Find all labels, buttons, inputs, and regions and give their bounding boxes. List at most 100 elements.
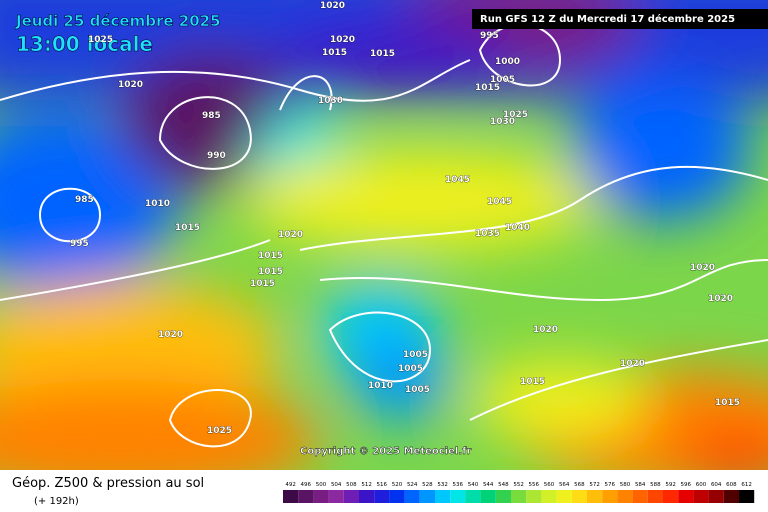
scale-label: 612 [741,482,752,488]
scale-label: 572 [589,482,600,488]
scale-label: 548 [498,482,509,488]
scale-label: 588 [650,482,661,488]
isobar-label: 1020 [690,263,715,273]
isobar-label: 1015 [370,49,395,59]
scale-swatch [541,490,557,503]
scale-label: 524 [407,482,418,488]
isobar-label: 1020 [620,359,645,369]
scale-swatch [374,490,390,503]
scale-label: 576 [605,482,616,488]
scale-swatch [283,490,299,503]
run-title: Run GFS 12 Z du Mercredi 17 décembre 202… [480,13,735,25]
isobar-label: 1015 [258,267,283,277]
scale-swatch [343,490,359,503]
scale-label: 596 [681,482,692,488]
isobar-label: 990 [207,151,226,161]
isobar-label: 1010 [368,381,393,391]
scale-swatch [465,490,481,503]
scale-label: 500 [316,482,327,488]
isobar-label: 1020 [278,230,303,240]
isobar-label: 1005 [490,75,515,85]
scale-label: 600 [696,482,707,488]
scale-swatch [739,490,755,503]
footer-lead: (+ 192h) [34,496,79,507]
scale-label: 516 [377,482,388,488]
isobar-label: 1020 [330,35,355,45]
isobar-label: 1020 [158,330,183,340]
isobar-label: 1030 [490,117,515,127]
scale-swatch [480,490,496,503]
scale-label: 540 [468,482,479,488]
date: Jeudi 25 décembre 2025 [15,12,221,30]
field [0,0,768,470]
scale-label: 552 [513,482,524,488]
scale-swatch [602,490,618,503]
isobar-label: 1015 [258,251,283,261]
isobar-label: 1015 [475,83,500,93]
scale-swatch [647,490,663,503]
isobar-label: 1035 [475,229,500,239]
footer-title: Géop. Z500 & pression au sol [12,476,204,491]
isobar-label: 1020 [533,325,558,335]
scale-swatch [435,490,451,503]
isobar-labels: 1020 1025 1020 1020 1015 1015 985 990 985 1010 101… [70,1,741,437]
isobar-label: 1005 [405,385,430,395]
scale-swatch [526,490,542,503]
isobar-label: 1005 [398,364,423,374]
scale-swatch [663,490,679,503]
scale-label: 580 [620,482,631,488]
scale-swatch [693,490,709,503]
scale-swatch [359,490,375,503]
isobar-label: 1020 [118,80,143,90]
scale-swatch [404,490,420,503]
scale-swatch [450,490,466,503]
scale-label: 560 [544,482,555,488]
scale-swatch [617,490,633,503]
isobar-label: 1045 [445,175,470,185]
scale-label: 528 [422,482,433,488]
scale-swatch [708,490,724,503]
scale-label: 492 [285,482,296,488]
scale-swatch [723,490,739,503]
scale-label: 496 [301,482,312,488]
copyright: Copyright © 2025 Meteociel.fr [300,446,471,457]
isobar-label: 995 [70,239,89,249]
scale-label: 520 [392,482,403,488]
scale-label: 532 [437,482,448,488]
isobar-label: 1045 [487,197,512,207]
isobar-label: 1015 [520,377,545,387]
scale-swatch [632,490,648,503]
scale-swatch [298,490,314,503]
isobar-label: 1015 [250,279,275,289]
isobar-label: 1015 [715,398,740,408]
scale-label: 608 [726,482,737,488]
scale-label: 508 [346,482,357,488]
scale-label: 536 [453,482,464,488]
scale-swatch [571,490,587,503]
scale-swatch [419,490,435,503]
isobar-label: 1025 [88,35,113,45]
scale-swatch [389,490,405,503]
scale-label: 568 [574,482,585,488]
scale-label: 584 [635,482,646,488]
isobar-label: 1040 [505,223,530,233]
scale-label: 504 [331,482,342,488]
color-scale: 492 496 500 504 508 512 516 520 524 528 532 536 540 5… [283,482,755,503]
scale-label: 592 [665,482,676,488]
scale-swatch [328,490,344,503]
scale-swatch [313,490,329,503]
scale-label: 512 [361,482,372,488]
scale-label: 556 [529,482,540,488]
isobar-label: 1025 [207,426,232,436]
isobar-label: 985 [202,111,221,121]
isobar-label: 1030 [318,96,343,106]
isobar-label: 1025 [503,110,528,120]
scale-swatch [587,490,603,503]
isobar-label: 1015 [175,223,200,233]
scale-swatch [511,490,527,503]
scale-swatch [678,490,694,503]
isobar-label: 995 [480,31,499,41]
scale-label: 604 [711,482,722,488]
isobar-label: 1015 [322,48,347,58]
